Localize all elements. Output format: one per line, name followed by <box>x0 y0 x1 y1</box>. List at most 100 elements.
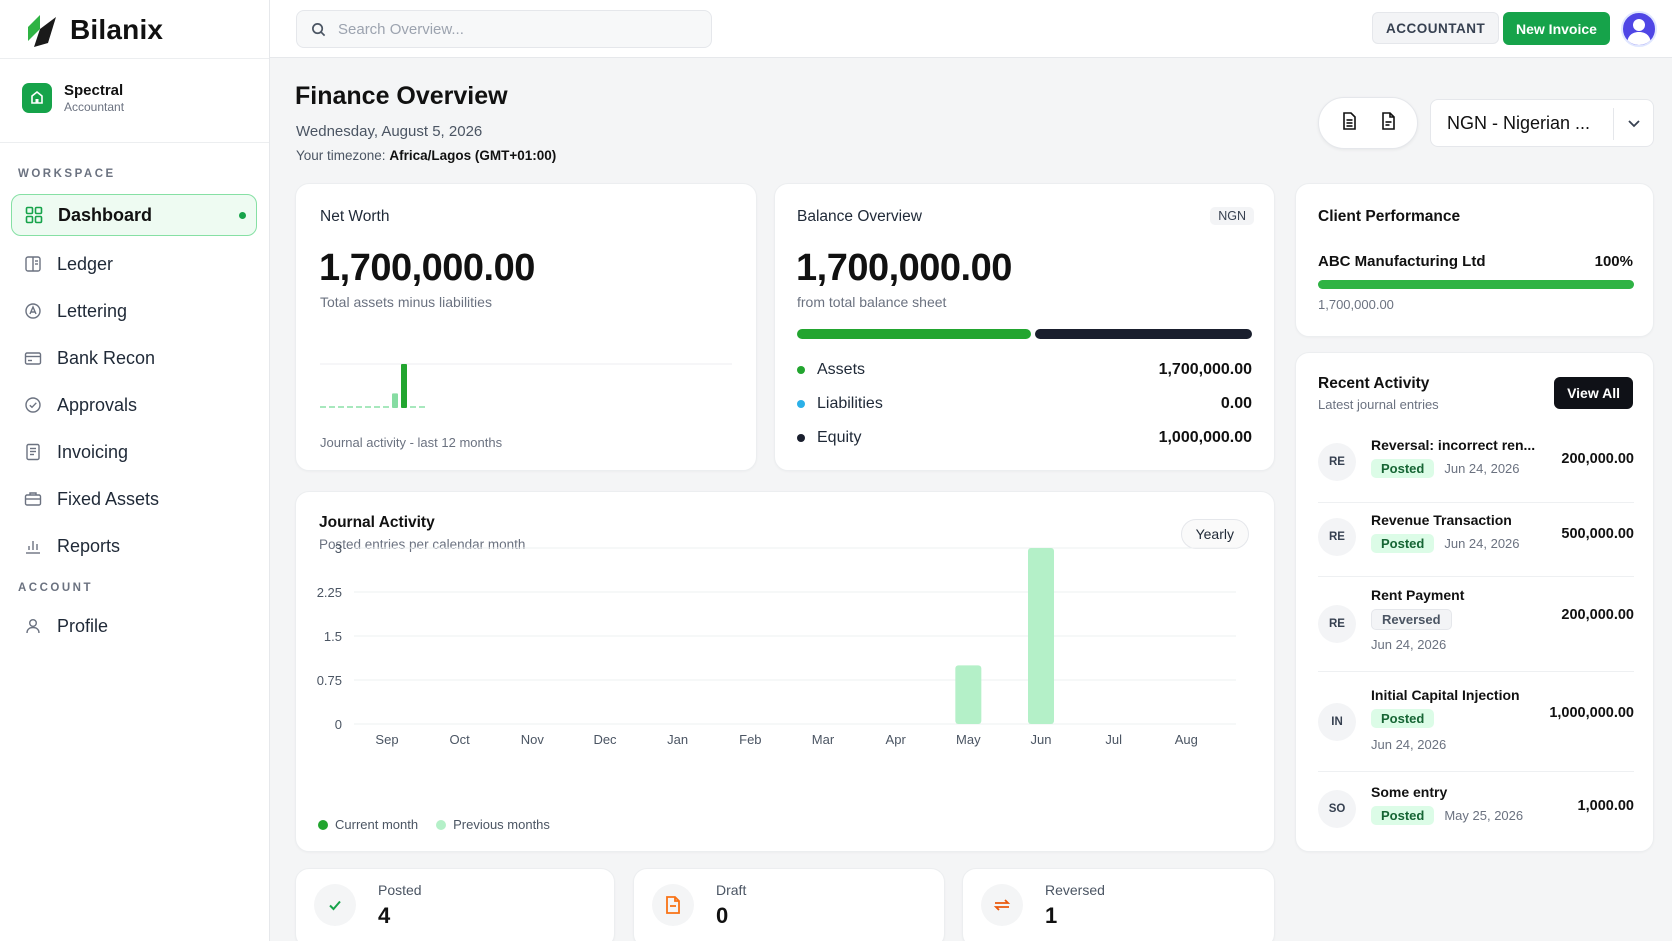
stat-card-reversed[interactable]: Reversed 1 <box>962 868 1275 941</box>
divider <box>1318 671 1634 672</box>
bar-chart-icon <box>23 536 43 556</box>
sidebar-item-reports[interactable]: Reports <box>11 525 257 567</box>
stat-card-posted[interactable]: Posted 4 <box>295 868 615 941</box>
assets-bar <box>797 329 1031 339</box>
sidebar-item-profile[interactable]: Profile <box>11 605 257 647</box>
sparkline-bar <box>392 393 398 408</box>
swap-icon <box>981 884 1023 926</box>
x-tick-label: Apr <box>886 732 907 747</box>
sidebar-item-bank-recon[interactable]: Bank Recon <box>11 337 257 379</box>
search-input[interactable]: Search Overview... <box>296 10 712 48</box>
user-icon <box>23 616 43 636</box>
activity-amount: 1,000,000.00 <box>1549 705 1634 721</box>
currency-select[interactable]: NGN - Nigerian ... <box>1430 99 1654 147</box>
activity-badge: SO <box>1318 790 1356 828</box>
y-tick-label: 1.5 <box>324 629 342 644</box>
stat-value: 1 <box>1045 903 1058 928</box>
activity-badge: IN <box>1318 703 1356 741</box>
activity-meta: Posted <box>1371 709 1435 728</box>
legend-dot <box>797 434 805 442</box>
chart-bar[interactable] <box>955 665 982 724</box>
activity-title: Some entry <box>1371 784 1448 800</box>
new-invoice-button[interactable]: New Invoice <box>1503 12 1610 45</box>
avatar[interactable] <box>1621 11 1657 47</box>
card-title: Journal Activity <box>319 514 435 531</box>
sparkline-bar <box>356 406 362 408</box>
row-label: Equity <box>817 429 862 446</box>
row-label: Assets <box>817 361 866 378</box>
sidebar-item-invoicing[interactable]: Invoicing <box>11 431 257 473</box>
spreadsheet-icon <box>1342 111 1356 130</box>
stat-label: Draft <box>716 882 747 898</box>
sidebar-item-dashboard[interactable]: Dashboard <box>11 194 257 236</box>
sidebar-item-label: Approvals <box>57 394 138 415</box>
sparkline-bar <box>320 406 326 408</box>
sidebar-item-fixed-assets[interactable]: Fixed Assets <box>11 478 257 520</box>
org-badge-icon <box>22 83 52 113</box>
stat-label: Posted <box>378 882 422 898</box>
org-switcher[interactable]: Spectral Accountant <box>22 82 124 114</box>
activity-amount: 200,000.00 <box>1561 451 1634 467</box>
active-indicator <box>239 211 246 219</box>
x-tick-label: Nov <box>521 732 545 747</box>
sparkline-bar <box>383 406 389 408</box>
chart-bar[interactable] <box>1028 548 1054 724</box>
sidebar-item-lettering[interactable]: Lettering <box>11 290 257 332</box>
x-tick-label: Dec <box>593 732 617 747</box>
y-tick-label: 2.25 <box>317 585 342 600</box>
activity-item[interactable]: RE Reversal: incorrect ren... Posted Jun… <box>1318 437 1634 495</box>
sidebar: Bilanix Spectral Accountant WORKSPACE Da… <box>0 0 270 941</box>
period-select[interactable]: Yearly <box>1180 519 1249 549</box>
x-tick-label: May <box>956 732 981 747</box>
net-worth-card: Net Worth 1,700,000.00 Total assets minu… <box>295 183 757 471</box>
activity-badge: RE <box>1318 518 1356 556</box>
export-sheet-button[interactable] <box>1339 111 1359 136</box>
timezone-line: Your timezone: Africa/Lagos (GMT+01:00) <box>296 148 556 163</box>
row-value: 0.00 <box>1220 395 1252 412</box>
client-name: ABC Manufacturing Ltd <box>1318 253 1486 270</box>
x-tick-label: Feb <box>739 732 761 747</box>
net-worth-value: 1,700,000.00 <box>319 247 535 289</box>
sparkline-bar <box>338 406 344 408</box>
row-value: 1,000,000.00 <box>1158 429 1252 446</box>
stat-label: Reversed <box>1045 882 1105 898</box>
activity-item[interactable]: IN Initial Capital Injection Posted Jun … <box>1318 687 1634 767</box>
client-percent: 100% <box>1594 253 1633 270</box>
legend-dot <box>436 819 447 830</box>
sidebar-item-approvals[interactable]: Approvals <box>11 384 257 426</box>
row-value: 1,700,000.00 <box>1158 361 1252 378</box>
lettering-icon <box>23 301 43 321</box>
activity-date: May 25, 2026 <box>1444 808 1524 823</box>
legend-dot <box>318 819 328 830</box>
legend-dot <box>797 366 805 374</box>
view-all-button[interactable]: View All <box>1554 377 1633 409</box>
activity-title: Rent Payment <box>1371 587 1465 603</box>
invoice-icon <box>23 442 43 462</box>
status-badge: Posted <box>1371 709 1435 728</box>
divider <box>1318 576 1634 577</box>
x-tick-label: Jul <box>1105 732 1122 747</box>
brand-logo[interactable]: Bilanix <box>26 10 163 50</box>
equity-bar <box>1035 329 1252 339</box>
legend-current: Current month <box>318 817 418 832</box>
balance-row-liabilities: Liabilities 0.00 <box>797 395 1252 413</box>
activity-meta: Posted May 25, 2026 <box>1371 806 1523 825</box>
logo-icon <box>28 15 56 47</box>
divider <box>0 142 269 143</box>
legend-dot <box>797 400 805 408</box>
legend-label: Current month <box>335 817 419 832</box>
sparkline-bar <box>347 406 353 408</box>
activity-item[interactable]: RE Revenue Transaction Posted Jun 24, 20… <box>1318 512 1634 570</box>
sidebar-item-ledger[interactable]: Ledger <box>11 243 257 285</box>
export-pdf-button[interactable] <box>1378 111 1398 136</box>
activity-item[interactable]: SO Some entry Posted May 25, 2026 1,000.… <box>1318 784 1634 840</box>
activity-meta: Posted Jun 24, 2026 <box>1371 534 1520 553</box>
document-icon <box>1381 111 1395 130</box>
stat-card-draft[interactable]: Draft 0 <box>633 868 945 941</box>
activity-item[interactable]: RE Rent Payment Reversed Jun 24, 2026 20… <box>1318 587 1634 667</box>
page-title: Finance Overview <box>295 82 508 110</box>
role-chip[interactable]: ACCOUNTANT <box>1372 12 1500 44</box>
activity-amount: 500,000.00 <box>1561 526 1634 542</box>
sidebar-item-label: Profile <box>57 615 109 636</box>
activity-title: Initial Capital Injection <box>1371 687 1520 703</box>
